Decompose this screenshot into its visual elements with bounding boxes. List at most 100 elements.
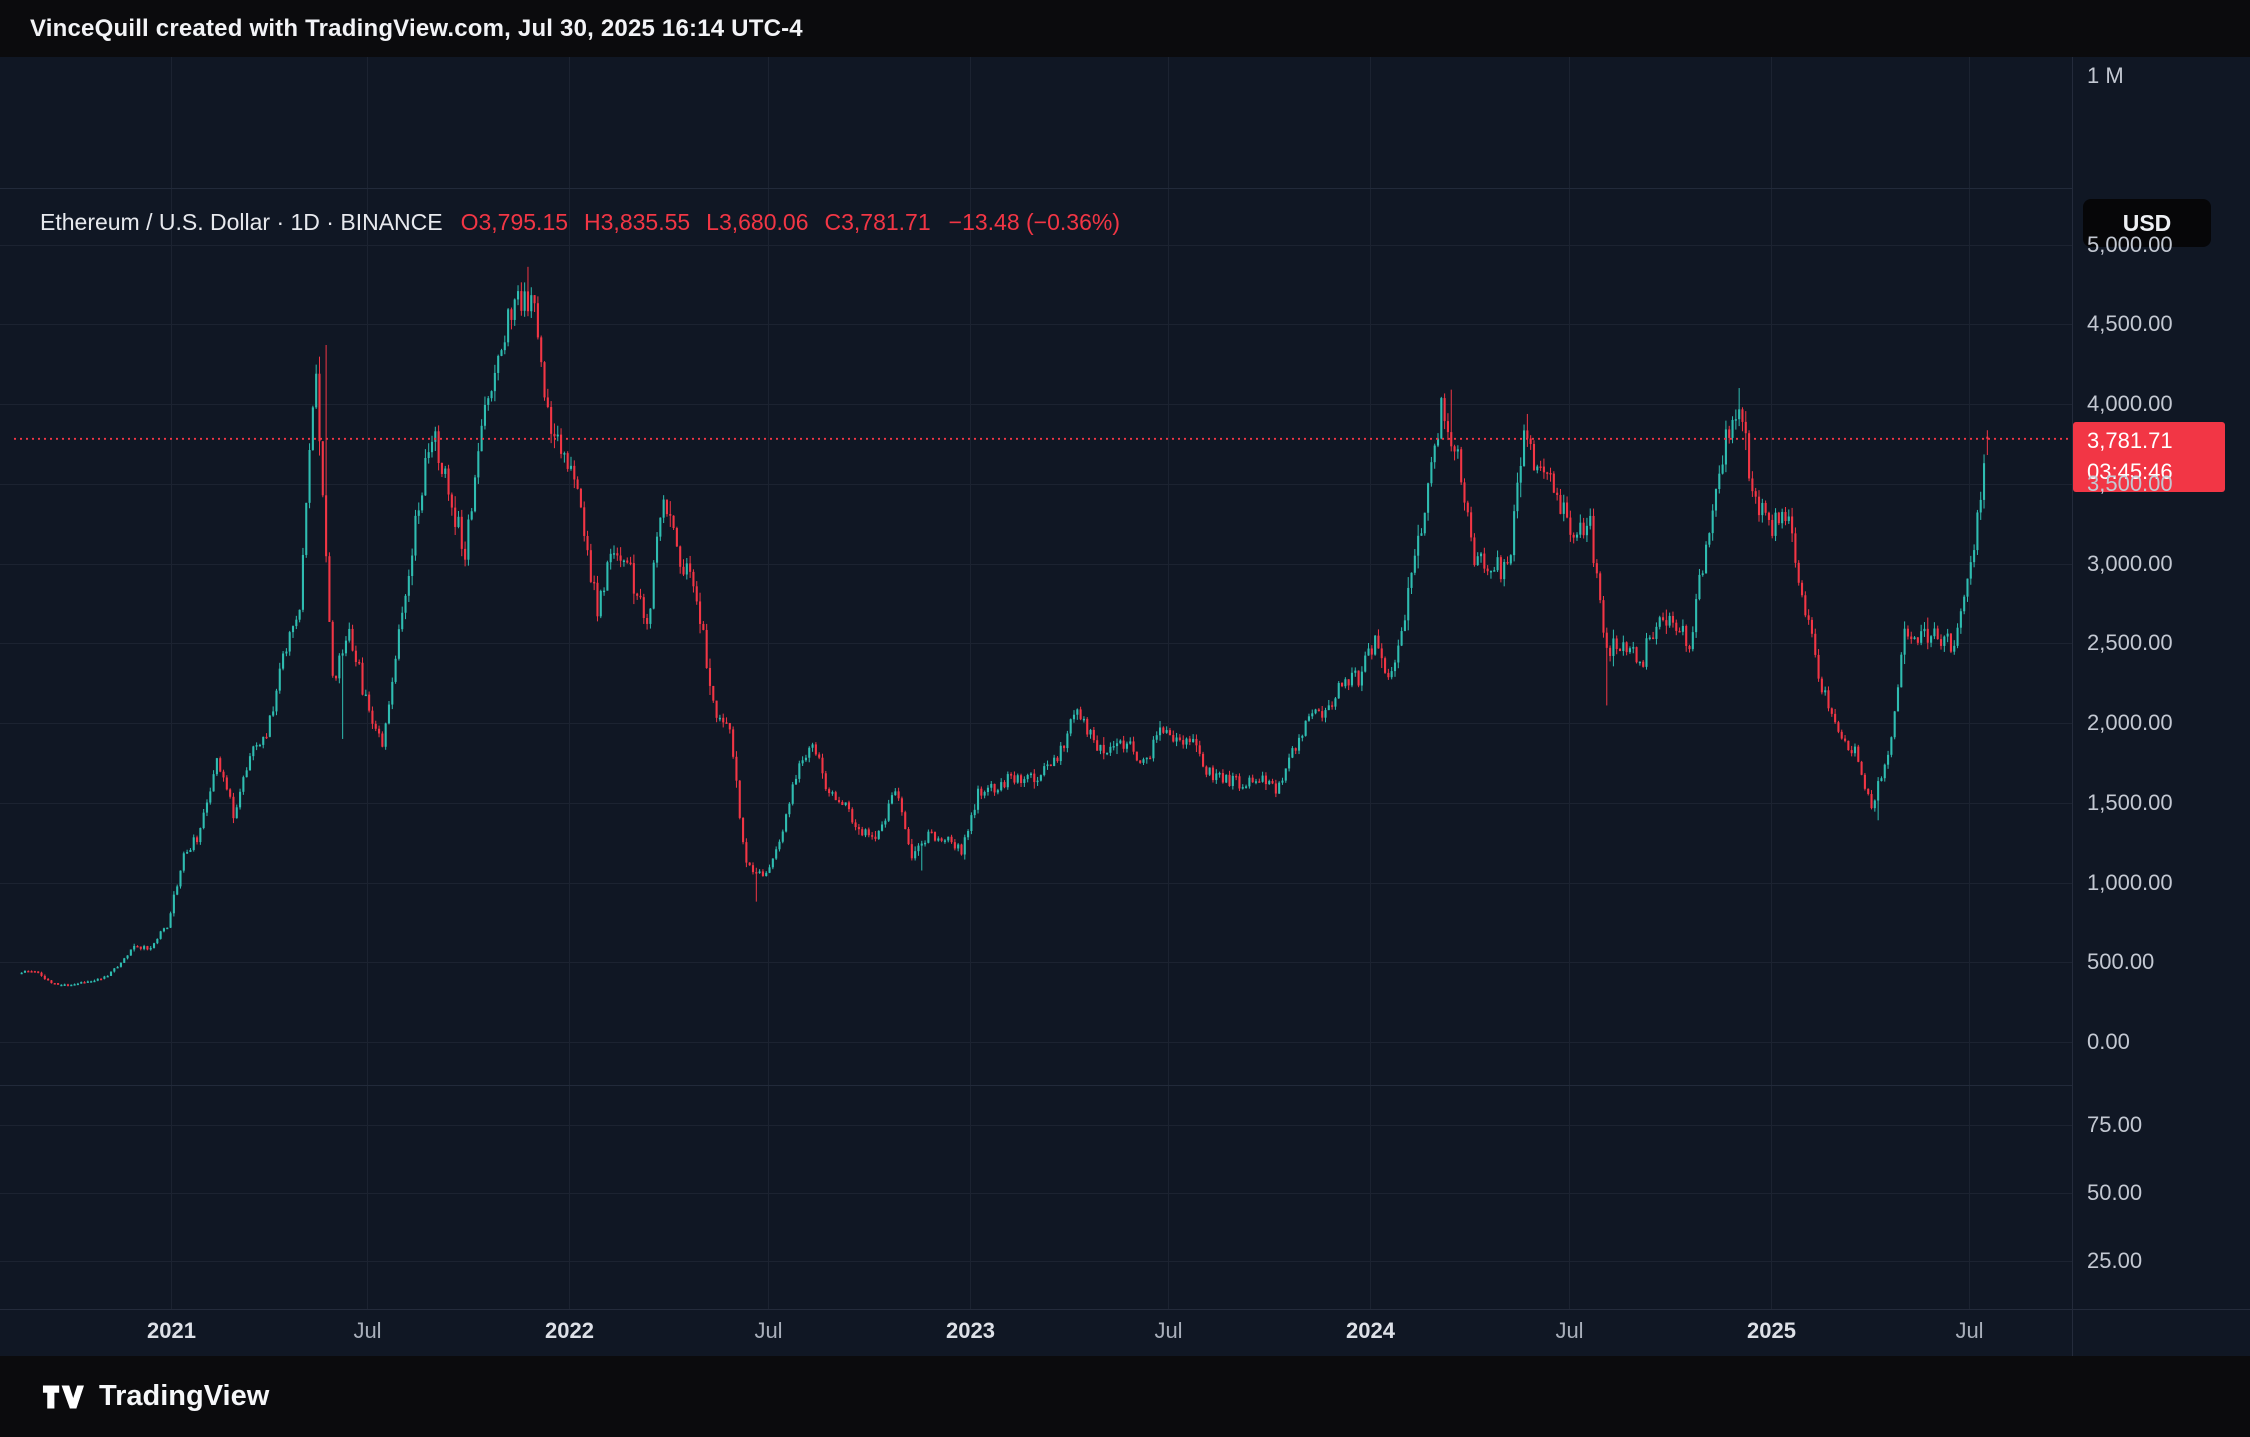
indicator-axis-label: 25.00 — [2087, 1248, 2143, 1273]
candle-body — [1724, 429, 1727, 465]
candle-body — [791, 784, 794, 804]
price-axis-label: 3,000.00 — [2087, 550, 2173, 576]
candle-body — [1939, 639, 1943, 646]
candle-body — [143, 946, 146, 949]
ohlc-l-value: L3,680.06 — [706, 208, 809, 235]
candle-body — [1036, 780, 1039, 783]
candle-body — [1297, 737, 1301, 751]
candle-body — [1863, 774, 1866, 789]
candle-body — [1721, 464, 1724, 474]
candle-body — [1800, 582, 1804, 596]
candle-body — [1873, 800, 1876, 809]
candle-body — [1152, 739, 1155, 759]
candle-body — [914, 851, 917, 859]
candle-body — [1516, 482, 1519, 512]
candle-body — [1612, 638, 1615, 656]
candle-body — [1357, 670, 1360, 686]
candle-body — [1440, 398, 1443, 439]
candle-body — [1738, 409, 1741, 420]
candle-body — [1949, 633, 1952, 652]
candles — [20, 266, 1989, 987]
candle-body — [950, 836, 953, 843]
candle-body — [318, 373, 321, 442]
candle-body — [460, 516, 463, 549]
candle-body — [1777, 512, 1780, 524]
candle-body — [361, 662, 364, 695]
candle-body — [1734, 419, 1737, 421]
candle-body — [1605, 632, 1608, 648]
candle-body — [1390, 671, 1393, 678]
candle-body — [1946, 633, 1949, 637]
candle-body — [1959, 611, 1962, 628]
candle-body — [705, 629, 708, 668]
candle-body — [1797, 562, 1800, 583]
candle-body — [1943, 636, 1946, 646]
candle-body — [507, 309, 510, 343]
candle-body — [285, 651, 288, 654]
candle-body — [437, 431, 440, 464]
candle-body — [1420, 533, 1423, 536]
candle-body — [745, 842, 748, 863]
candle-body — [1367, 648, 1370, 656]
candle-body — [212, 774, 215, 792]
candlestick-plot[interactable] — [0, 57, 2072, 1309]
candle-body — [1082, 718, 1085, 721]
candle-body — [1049, 764, 1052, 766]
candle-body — [1115, 743, 1119, 747]
candle-body — [427, 452, 430, 459]
candle-body — [1499, 557, 1502, 580]
price-axis[interactable]: 1 M USD 3,781.71 03:45:46 0.00 500.00 1,00… — [2072, 57, 2250, 1356]
candle-body — [715, 700, 718, 718]
candle-body — [573, 465, 576, 480]
candle-body — [149, 947, 152, 950]
candle-body — [1969, 562, 1972, 579]
candle-body — [1519, 465, 1522, 483]
candle-body — [609, 553, 612, 563]
candle-body — [1000, 782, 1003, 791]
candle-body — [546, 397, 549, 407]
candle-body — [1814, 633, 1817, 655]
symbol-title[interactable]: Ethereum / U.S. Dollar · 1D · BINANCE — [40, 208, 443, 235]
candle-body — [1003, 782, 1006, 788]
candle-body — [698, 601, 702, 624]
candle-body — [808, 747, 811, 758]
candle-body — [1774, 512, 1777, 536]
candle-body — [447, 468, 450, 495]
candle-body — [718, 717, 721, 720]
candle-body — [814, 744, 817, 755]
candle-body — [162, 928, 166, 932]
time-axis[interactable]: 2021 Jul 2022 Jul 2023 Jul 2024 Jul 2025 Jul — [0, 1309, 2072, 1356]
candle-body — [1655, 626, 1658, 639]
candle-body — [1976, 512, 1979, 551]
candle-body — [391, 681, 394, 705]
candle-body — [1178, 737, 1181, 741]
candle-body — [1268, 781, 1271, 785]
candle-body — [179, 870, 182, 887]
currency-toggle-button[interactable]: USD — [2083, 199, 2211, 247]
candle-body — [1936, 628, 1939, 640]
candle-body — [904, 812, 907, 830]
candle-body — [811, 744, 814, 748]
candle-body — [1589, 515, 1592, 526]
candle-body — [1887, 754, 1890, 765]
price-axis-label: 1,000.00 — [2087, 869, 2173, 895]
candle-body — [341, 653, 344, 656]
candle-body — [1595, 563, 1598, 574]
candle-body — [1840, 731, 1843, 739]
time-axis-label: 2023 — [946, 1318, 995, 1343]
tradingview-brand[interactable]: TradingView — [99, 1380, 270, 1412]
candle-body — [119, 962, 122, 967]
candle-body — [1764, 502, 1767, 513]
candle-body — [424, 458, 427, 496]
candle-body — [871, 835, 874, 837]
candle-body — [139, 946, 142, 949]
candle-body — [732, 729, 735, 757]
candle-body — [348, 628, 351, 641]
candle-body — [480, 425, 483, 452]
candle-body — [751, 865, 755, 873]
tradingview-logo-icon[interactable] — [42, 1381, 84, 1413]
candle-body — [526, 291, 530, 312]
candle-body — [649, 608, 652, 624]
candle-body — [262, 736, 265, 745]
candle-body — [1473, 537, 1476, 566]
